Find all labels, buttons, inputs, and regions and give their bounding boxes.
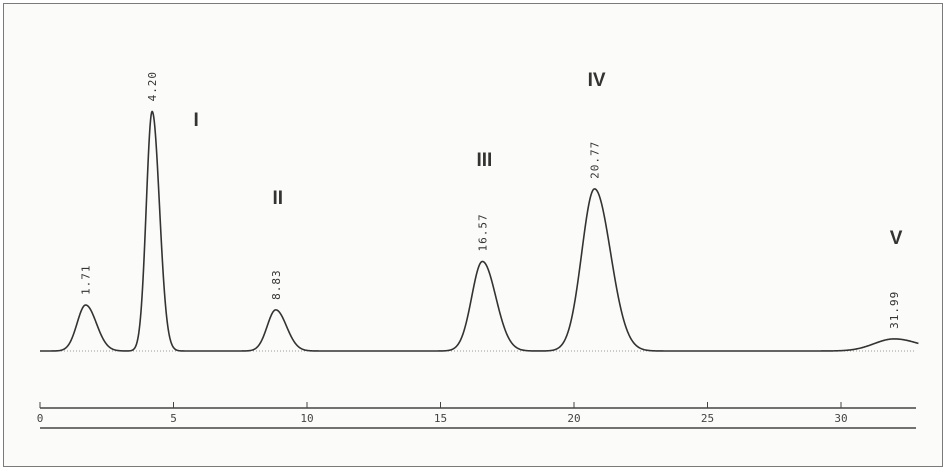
peak-roman-5: V <box>890 228 903 249</box>
axis-tick-label-3: 15 <box>434 412 447 425</box>
peak-annotations: 1.71 4.20 I 8.83 II 16.57 III 20.77 IV 31.99 V <box>80 70 903 329</box>
time-axis: 0 5 10 15 20 25 30 <box>37 402 916 429</box>
chromatogram-trace <box>39 110 919 352</box>
peak-label-2: 8.83 <box>270 269 283 300</box>
peak-roman-4: IV <box>588 70 606 91</box>
peak-roman-3: III <box>476 150 492 171</box>
peak-label-1: 4.20 <box>146 71 159 102</box>
peak-label-4: 20.77 <box>589 141 602 179</box>
axis-tick-label-5: 25 <box>701 412 714 425</box>
peak-label-5: 31.99 <box>888 291 901 329</box>
chromatogram-chart: 1.71 4.20 I 8.83 II 16.57 III 20.77 IV 31.99 V 0 5 1… <box>37 70 919 429</box>
peak-label-0: 1.71 <box>80 265 93 296</box>
peak-roman-2: II <box>272 188 283 209</box>
axis-tick-label-6: 30 <box>834 412 847 425</box>
peak-roman-1: I <box>193 110 198 131</box>
axis-tick-label-1: 5 <box>170 412 177 425</box>
axis-tick-label-0: 0 <box>37 412 44 425</box>
chromatogram-frame: 1.71 4.20 I 8.83 II 16.57 III 20.77 IV 31.99 V 0 5 1… <box>3 3 943 467</box>
axis-tick-label-2: 10 <box>300 412 313 425</box>
peak-label-3: 16.57 <box>476 213 489 251</box>
axis-ticks: 0 5 10 15 20 25 30 <box>37 402 848 425</box>
axis-tick-label-4: 20 <box>567 412 580 425</box>
